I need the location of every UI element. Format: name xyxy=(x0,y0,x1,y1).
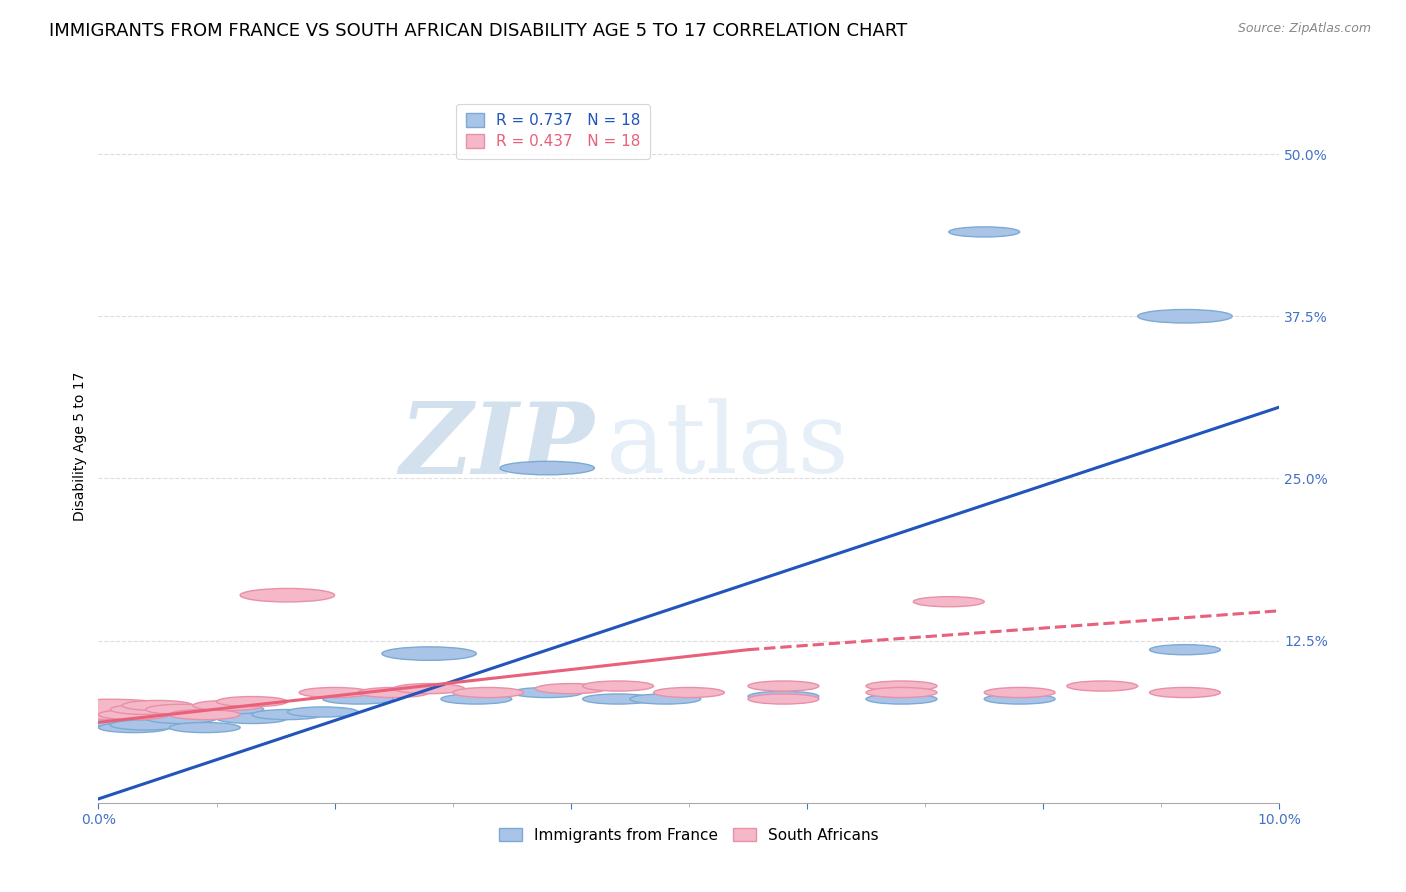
Ellipse shape xyxy=(110,705,181,714)
Ellipse shape xyxy=(25,703,191,726)
Ellipse shape xyxy=(252,709,323,720)
Ellipse shape xyxy=(654,688,724,698)
Ellipse shape xyxy=(299,688,370,698)
Ellipse shape xyxy=(193,705,264,714)
Ellipse shape xyxy=(1137,310,1232,323)
Ellipse shape xyxy=(122,700,193,711)
Ellipse shape xyxy=(1150,645,1220,655)
Ellipse shape xyxy=(441,694,512,704)
Ellipse shape xyxy=(866,681,936,691)
Ellipse shape xyxy=(914,597,984,607)
Ellipse shape xyxy=(453,688,523,698)
Ellipse shape xyxy=(984,694,1054,704)
Legend: Immigrants from France, South Africans: Immigrants from France, South Africans xyxy=(492,822,886,848)
Ellipse shape xyxy=(217,714,287,723)
Ellipse shape xyxy=(748,691,818,701)
Ellipse shape xyxy=(98,723,169,732)
Ellipse shape xyxy=(217,697,287,706)
Ellipse shape xyxy=(39,699,181,720)
Text: atlas: atlas xyxy=(606,398,849,494)
Ellipse shape xyxy=(240,589,335,602)
Ellipse shape xyxy=(512,688,582,698)
Ellipse shape xyxy=(582,681,654,691)
Ellipse shape xyxy=(193,700,264,711)
Ellipse shape xyxy=(98,709,169,720)
Ellipse shape xyxy=(536,683,606,694)
Ellipse shape xyxy=(169,723,240,732)
Ellipse shape xyxy=(984,688,1054,698)
Ellipse shape xyxy=(501,461,595,475)
Ellipse shape xyxy=(394,683,464,694)
Text: Source: ZipAtlas.com: Source: ZipAtlas.com xyxy=(1237,22,1371,36)
Ellipse shape xyxy=(287,707,359,717)
Ellipse shape xyxy=(630,694,700,704)
Ellipse shape xyxy=(949,227,1019,237)
Ellipse shape xyxy=(359,688,429,698)
Ellipse shape xyxy=(323,694,394,704)
Ellipse shape xyxy=(146,714,217,723)
Ellipse shape xyxy=(146,705,217,714)
Ellipse shape xyxy=(110,720,181,730)
Text: IMMIGRANTS FROM FRANCE VS SOUTH AFRICAN DISABILITY AGE 5 TO 17 CORRELATION CHART: IMMIGRANTS FROM FRANCE VS SOUTH AFRICAN … xyxy=(49,22,907,40)
Text: ZIP: ZIP xyxy=(399,398,595,494)
Ellipse shape xyxy=(748,694,818,704)
Ellipse shape xyxy=(1067,681,1137,691)
Ellipse shape xyxy=(582,694,654,704)
Ellipse shape xyxy=(169,709,240,720)
Ellipse shape xyxy=(866,688,936,698)
Ellipse shape xyxy=(134,705,205,714)
Ellipse shape xyxy=(87,717,157,727)
Y-axis label: Disability Age 5 to 17: Disability Age 5 to 17 xyxy=(73,371,87,521)
Ellipse shape xyxy=(748,681,818,691)
Ellipse shape xyxy=(1150,688,1220,698)
Ellipse shape xyxy=(122,709,193,720)
Ellipse shape xyxy=(866,694,936,704)
Ellipse shape xyxy=(382,647,477,660)
